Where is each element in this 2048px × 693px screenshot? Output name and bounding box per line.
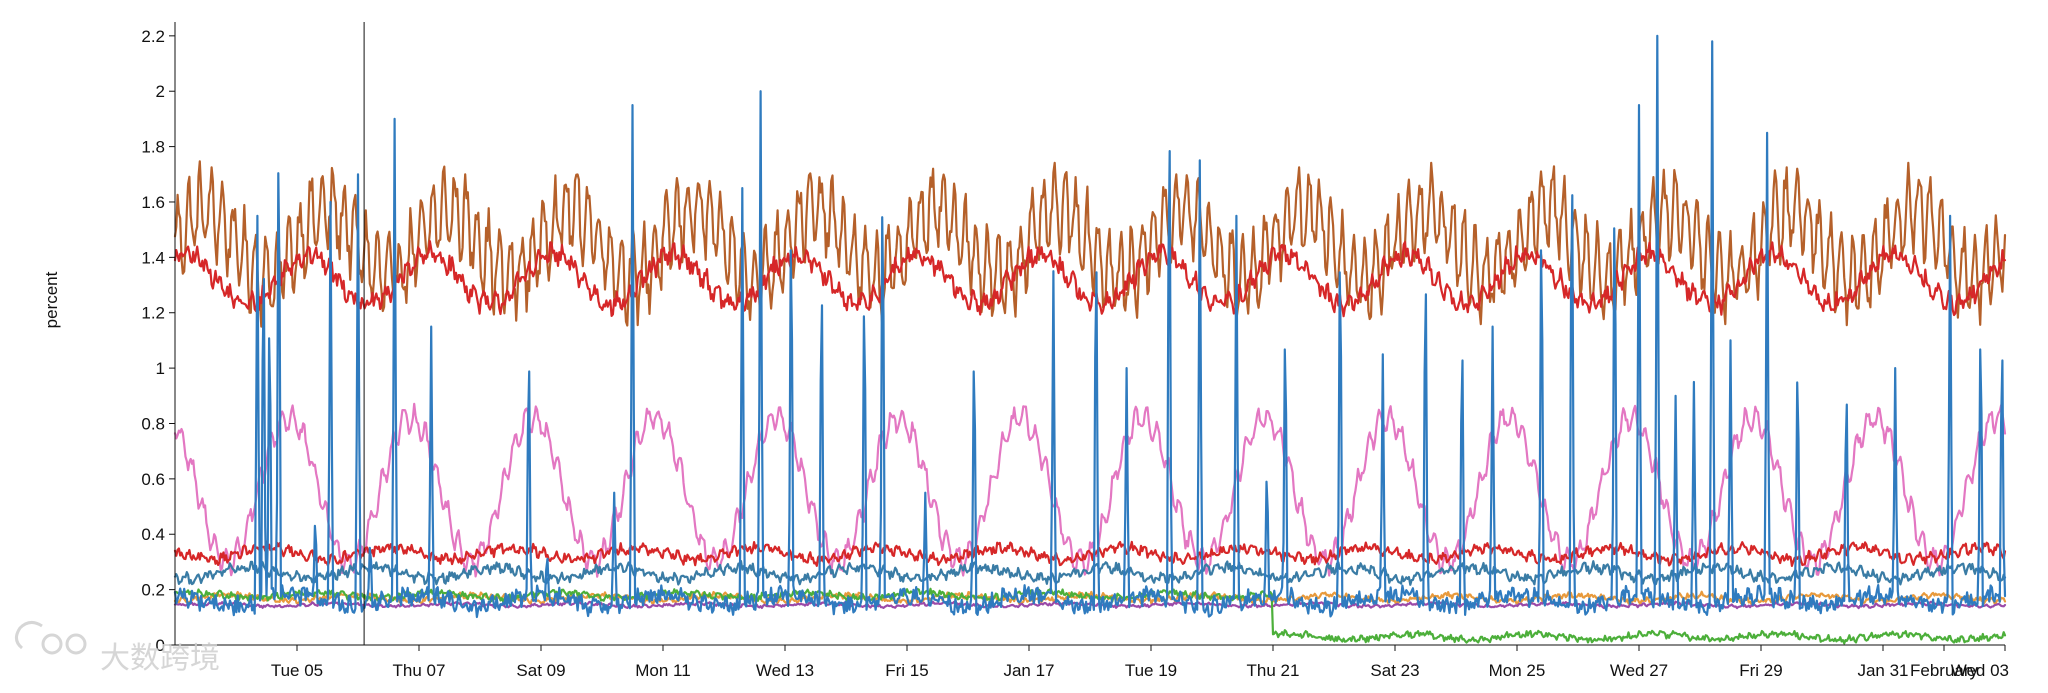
series-blue-spiky [173,34,2007,619]
x-tick-label: Tue 19 [1125,661,1177,680]
watermark: 大数跨境 [15,621,220,676]
series-red-lower [173,540,2007,568]
series-pink [173,402,2007,578]
x-axis-ticks: Tue 05 Thu 07 Sat 09 Mon 11 Wed 13 Fri 15 Jan … [271,645,2009,680]
x-tick-label: Sat 09 [516,661,565,680]
y-tick-label: 1.8 [141,138,165,157]
x-tick-label: Wed 27 [1610,661,1668,680]
x-tick-label: Tue 05 [271,661,323,680]
series-red-upper [173,240,2007,318]
plot-series-group [173,34,2007,645]
y-tick-label: 0.4 [141,525,165,544]
x-tick-label: Jan 17 [1003,661,1054,680]
series-brown [173,160,2007,328]
x-tick-label: Fri 15 [885,661,928,680]
y-tick-label: 1 [156,359,165,378]
y-tick-label: 1.6 [141,193,165,212]
x-tick-label: Sat 23 [1370,661,1419,680]
x-tick-label: Thu 21 [1247,661,1300,680]
y-tick-label: 2.2 [141,27,165,46]
watermark-logo-icon [15,621,87,655]
watermark-text: 大数跨境 [100,641,220,676]
x-tick-label: Jan 31 [1857,661,1908,680]
y-axis-ticks: 0 0.2 0.4 0.6 0.8 1 1.2 1.4 1.6 1.8 2 2.2 [141,27,175,655]
y-tick-label: 0.6 [141,470,165,489]
y-tick-label: 1.2 [141,304,165,323]
x-tick-label: February [1910,661,1979,680]
y-tick-label: 0 [156,636,165,655]
x-tick-label: Fri 29 [1739,661,1782,680]
x-tick-label: Wed 13 [756,661,814,680]
y-tick-label: 2 [156,82,165,101]
x-tick-label: Thu 07 [393,661,446,680]
y-tick-label: 0.8 [141,414,165,433]
x-tick-label: Wed 03 [1951,661,2009,680]
y-axis-label: percent [42,271,61,328]
y-tick-label: 0.2 [141,581,165,600]
series-steel [173,559,2007,586]
x-tick-label: Mon 11 [635,661,690,680]
x-tick-label: Mon 25 [1489,661,1546,680]
y-tick-label: 1.4 [141,248,165,267]
